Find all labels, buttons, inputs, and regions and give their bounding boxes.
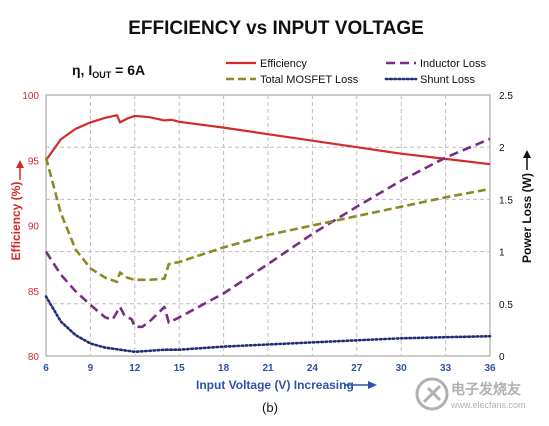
plot-area — [44, 114, 492, 354]
y-axis-right-arrow — [523, 150, 531, 170]
x-tick-label: 6 — [43, 363, 49, 374]
watermark-logo-icon — [415, 377, 449, 411]
x-tick-label: 36 — [484, 363, 496, 374]
legend-label-inductor-loss: Inductor Loss — [420, 58, 487, 70]
x-tick-label: 18 — [218, 363, 230, 374]
watermark-text-cn: 电子发烧友 — [451, 381, 521, 397]
y-right-tick-label: 2.5 — [499, 91, 513, 102]
x-tick-label: 33 — [440, 363, 452, 374]
y-right-tick-label: 1.5 — [499, 195, 513, 206]
y-axis-right-label: Power Loss (W) — [520, 173, 534, 263]
y-right-tick-label: 2 — [499, 143, 505, 154]
x-tick-label: 30 — [396, 363, 408, 374]
series-line-efficiency — [45, 114, 491, 166]
x-tick-label: 24 — [307, 363, 319, 374]
series-line-inductor-loss — [44, 137, 491, 329]
x-tick-label: 21 — [262, 363, 274, 374]
y-right-tick-label: 0.5 — [499, 300, 513, 311]
watermark: 电子发烧友 www.elecfans.com — [415, 377, 526, 411]
grid — [45, 94, 491, 357]
y-left-tick-label: 85 — [28, 287, 40, 298]
y-axis-left-arrow — [16, 160, 24, 180]
y-left-tick-label: 95 — [28, 156, 40, 167]
test-condition: η, IOUT = 6A — [72, 62, 145, 80]
x-axis-arrow — [345, 381, 377, 389]
legend-label-shunt-loss: Shunt Loss — [420, 74, 476, 86]
watermark-text-en: www.elecfans.com — [450, 400, 526, 410]
y-axis-left-label: Efficiency (%) — [9, 182, 23, 261]
ticks: 6 9 12 15 18 21 24 27 30 33 360 0.5 1 1.5 2 2.5 80 85 90 95… — [22, 91, 513, 374]
series-line-total-mosfet-loss — [44, 157, 491, 284]
x-tick-label: 12 — [129, 363, 141, 374]
figure-caption: (b) — [262, 400, 278, 415]
legend: Efficiency Inductor Loss Total MOSFET Loss… — [226, 58, 487, 86]
x-axis-label: Input Voltage (V) Increasing — [196, 378, 354, 392]
legend-label-total-mosfet-loss: Total MOSFET Loss — [260, 74, 359, 86]
y-left-tick-label: 90 — [28, 222, 40, 233]
y-right-tick-label: 0 — [499, 352, 505, 363]
x-tick-label: 27 — [351, 363, 363, 374]
legend-label-efficiency: Efficiency — [260, 58, 307, 70]
y-left-tick-label: 100 — [22, 91, 39, 102]
y-left-tick-label: 80 — [28, 352, 40, 363]
y-right-tick-label: 1 — [499, 248, 505, 259]
x-tick-label: 15 — [174, 363, 186, 374]
series-line-shunt-loss — [44, 295, 492, 354]
chart-title: EFFICIENCY vs INPUT VOLTAGE — [128, 18, 424, 39]
x-tick-label: 9 — [88, 363, 94, 374]
